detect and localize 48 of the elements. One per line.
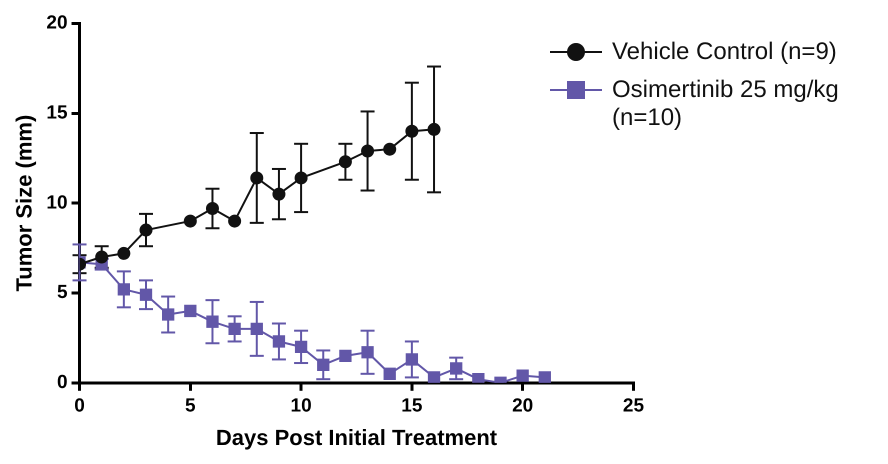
- point: [428, 122, 441, 136]
- point: [317, 358, 330, 371]
- point: [118, 283, 130, 296]
- point: [338, 155, 352, 168]
- point: [162, 308, 174, 321]
- point: [272, 188, 286, 201]
- point: [538, 371, 551, 383]
- point: [140, 288, 152, 301]
- point: [206, 316, 219, 328]
- point: [294, 171, 308, 184]
- point: [206, 202, 219, 215]
- x-tick-label: 5: [185, 395, 196, 416]
- y-tick-label: 10: [46, 192, 68, 214]
- y-tick-label: 5: [56, 282, 68, 304]
- y-axis-title: Tumor Size (mm): [11, 114, 36, 292]
- point: [272, 335, 286, 348]
- point: [184, 214, 197, 228]
- x-tick-label: 25: [622, 395, 644, 416]
- point: [361, 144, 374, 158]
- point: [294, 340, 308, 354]
- x-tick-label: 20: [512, 395, 534, 416]
- x-tick-label: 15: [401, 395, 423, 416]
- point: [339, 350, 352, 362]
- point: [228, 214, 242, 228]
- point: [405, 124, 418, 138]
- point: [383, 142, 396, 156]
- legend-label: Vehicle Control (n=9): [612, 38, 838, 66]
- y-tick-label: 20: [46, 12, 68, 34]
- point: [472, 373, 484, 383]
- point: [450, 362, 462, 375]
- y-tick-label: 0: [56, 372, 68, 394]
- point: [117, 246, 130, 260]
- point: [250, 322, 263, 336]
- point: [428, 371, 440, 383]
- point: [95, 250, 108, 264]
- point: [184, 304, 196, 318]
- x-tick-label: 0: [74, 395, 85, 416]
- x-tick-label: 10: [290, 395, 312, 416]
- point: [228, 322, 241, 336]
- point: [516, 369, 529, 382]
- x-axis-title: Days Post Initial Treatment: [216, 424, 498, 450]
- y-tick-label: 15: [46, 102, 68, 124]
- legend-label: Osimertinib 25 mg/kg (n=10): [612, 76, 840, 132]
- point: [406, 353, 418, 366]
- point: [384, 368, 396, 380]
- point: [140, 224, 152, 237]
- point: [361, 346, 374, 358]
- point: [250, 171, 264, 184]
